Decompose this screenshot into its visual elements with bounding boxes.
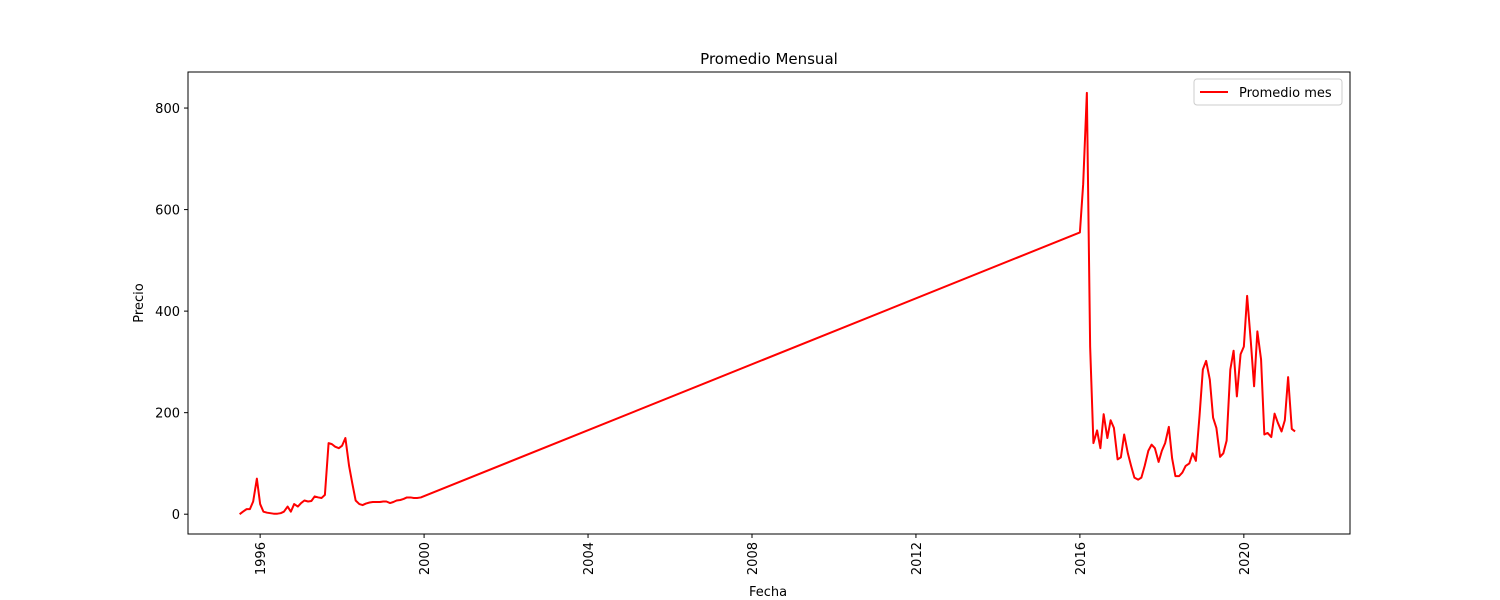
x-tick-label: 2008: [746, 542, 761, 575]
y-tick-label: 400: [155, 305, 180, 320]
legend-label: Promedio mes: [1239, 86, 1332, 101]
y-tick-label: 800: [155, 102, 180, 117]
plot-frame: [187, 71, 1351, 535]
line-series: [239, 91, 1296, 515]
y-axis-label: Precio: [132, 283, 147, 322]
x-tick-label: 2004: [582, 542, 597, 575]
chart-title: Promedio Mensual: [700, 50, 838, 68]
y-tick-label: 200: [155, 407, 180, 422]
y-tick-label: 0: [172, 508, 180, 523]
x-tick-label: 2016: [1074, 542, 1089, 575]
y-tick-label: 600: [155, 204, 180, 219]
x-tick-label: 1996: [254, 542, 269, 575]
legend-box: [1193, 78, 1343, 106]
x-tick-label: 2020: [1238, 542, 1253, 575]
x-axis-label: Fecha: [749, 585, 787, 600]
x-tick-label: 2012: [910, 542, 925, 575]
x-tick-label: 2000: [418, 542, 433, 575]
